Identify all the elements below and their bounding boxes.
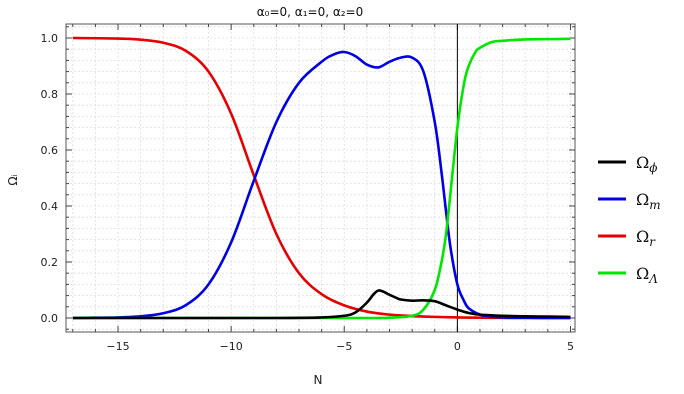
x-tick-label: −15	[106, 340, 129, 353]
x-tick-label: 5	[567, 340, 574, 353]
x-axis-label: N	[314, 373, 323, 387]
series-line-ϕ	[72, 289, 571, 320]
series-line-m	[72, 50, 571, 320]
y-tick-label: 0.2	[41, 256, 59, 269]
legend-label: Ωϕ	[636, 153, 657, 175]
y-tick-label: 0.0	[41, 312, 59, 325]
plot-frame	[65, 23, 576, 333]
y-axis-label: Ωᵢ	[6, 174, 20, 185]
series-group	[72, 36, 571, 320]
x-tick-label: 0	[454, 340, 461, 353]
x-tick-label: −5	[336, 340, 352, 353]
y-tick-label: 0.4	[41, 200, 59, 213]
ticks: −15 −10 −5 0 5 0.0 0.2 0.4 0.6 0.8 1.0	[41, 24, 575, 353]
grid	[66, 24, 575, 332]
y-tick-label: 0.8	[41, 88, 59, 101]
legend-label: Ωm	[636, 190, 661, 212]
y-tick-label: 0.6	[41, 144, 59, 157]
legend-label: Ωr	[636, 227, 656, 249]
series-line-r	[72, 36, 571, 320]
legend-label: ΩΛ	[636, 264, 658, 286]
y-tick-label: 1.0	[41, 32, 59, 45]
x-tick-label: −10	[220, 340, 243, 353]
chart-title: α₀=0, α₁=0, α₂=0	[257, 5, 364, 19]
series-line-Λ	[72, 37, 571, 320]
legend: Ωϕ Ωm Ωr ΩΛ	[598, 153, 661, 286]
